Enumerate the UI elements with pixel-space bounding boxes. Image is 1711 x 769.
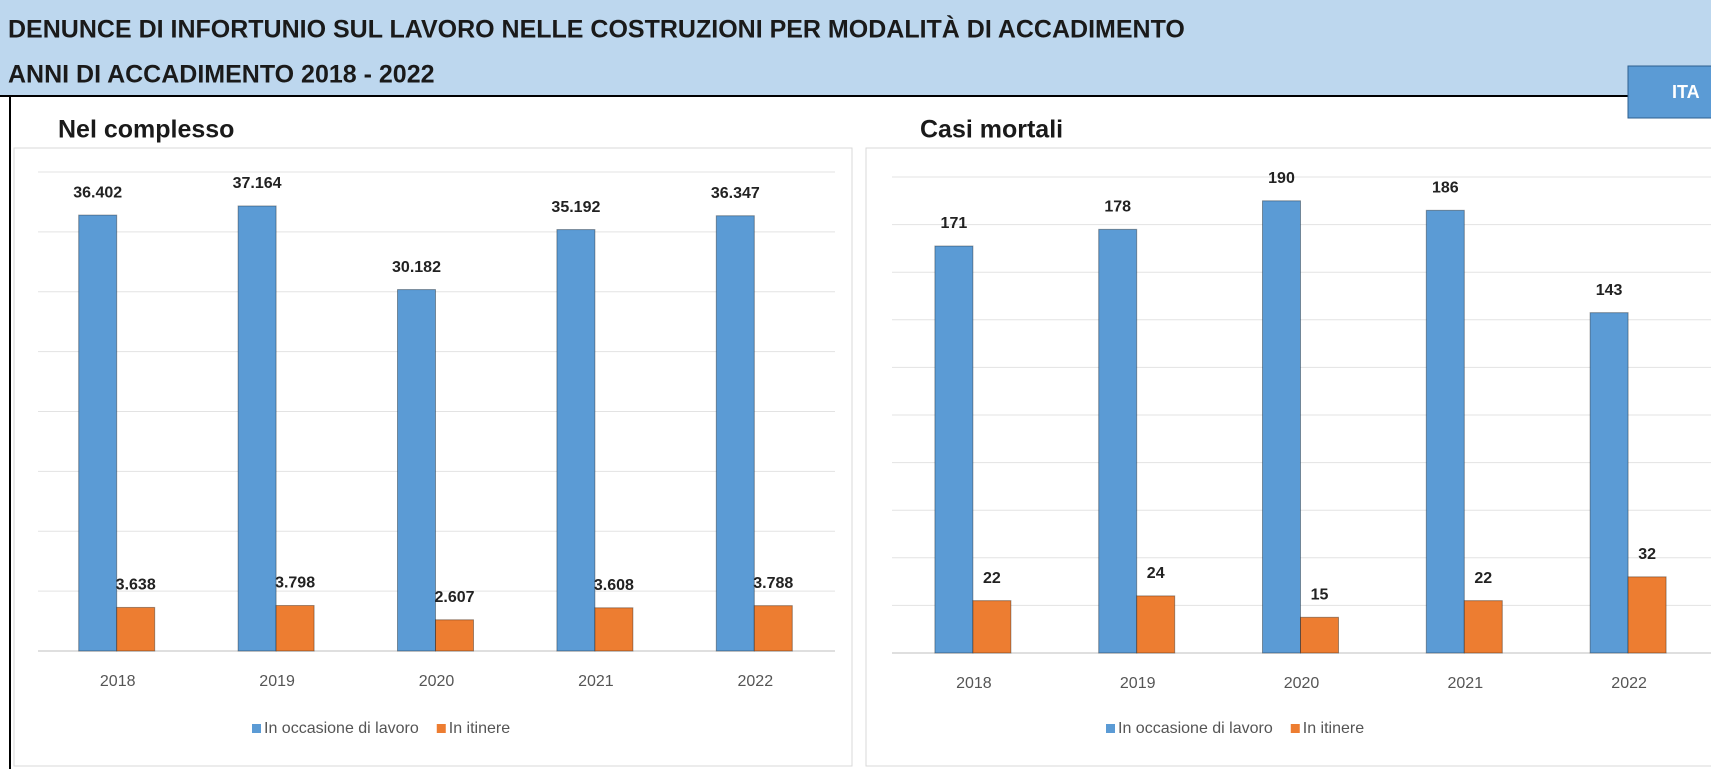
bar [1589,312,1629,654]
x-tick-label: 2020 [419,673,455,690]
legend-label: In itinere [449,720,510,737]
data-label: 36.402 [73,184,122,201]
header-title: DENUNCE DI INFORTUNIO SUL LAVORO NELLE C… [8,15,1185,44]
bar [715,215,755,652]
bar [753,605,793,652]
legend-label: In occasione di lavoro [264,720,419,737]
bar [435,619,474,652]
bar [275,605,315,652]
data-label: 22 [983,570,1001,587]
data-label: 32 [1638,546,1656,563]
data-label: 37.164 [233,175,282,192]
legend-swatch [1290,724,1300,733]
header-subtitle: ANNI DI ACCADIMENTO 2018 - 2022 [8,61,435,89]
bar [1425,209,1465,654]
data-label: 22 [1474,570,1492,587]
chart-title: Casi mortali [920,116,1063,144]
legend-swatch [436,724,446,733]
chart-title: Nel complesso [58,116,234,144]
header-band [0,0,1711,96]
bar [1627,576,1667,654]
data-label: 3.638 [116,577,156,594]
bar [1300,616,1339,654]
x-tick-label: 2019 [259,673,295,690]
data-label: 35.192 [551,199,600,216]
legend-label: In itinere [1303,720,1364,737]
panel [13,147,853,767]
data-label: 178 [1104,199,1131,216]
data-label: 36.347 [711,185,760,202]
data-label: 3.788 [753,575,793,592]
bar [934,245,974,654]
legend-swatch [252,724,261,733]
data-label: 186 [1432,180,1459,197]
bar [1098,228,1138,654]
data-label: 30.182 [392,259,441,276]
data-label: 171 [941,215,968,232]
bar [397,289,436,652]
bar [1136,595,1176,654]
lang-button-label[interactable]: ITA [1672,82,1700,102]
bar [78,214,118,652]
data-label: 190 [1268,170,1295,187]
data-label: 2.607 [434,589,474,606]
data-label: 15 [1311,587,1329,604]
legend-label: In occasione di lavoro [1118,720,1273,737]
x-tick-label: 2019 [1120,675,1156,692]
bar [237,205,277,652]
bar [556,229,596,652]
bar [116,606,156,652]
x-tick-label: 2022 [1611,675,1647,692]
x-tick-label: 2020 [1284,675,1320,692]
data-label: 24 [1147,565,1165,582]
data-label: 3.608 [594,577,634,594]
x-tick-label: 2021 [578,673,614,690]
x-tick-label: 2018 [956,675,992,692]
x-tick-label: 2018 [100,673,136,690]
bar [1262,200,1301,654]
bar [972,600,1012,654]
x-tick-label: 2022 [738,673,774,690]
bar [594,607,634,652]
data-label: 3.798 [275,575,315,592]
x-tick-label: 2021 [1448,675,1484,692]
lang-button[interactable] [1627,65,1711,119]
bar [1463,600,1503,654]
data-label: 143 [1596,282,1623,299]
legend-swatch [1106,724,1115,733]
panel [865,147,1711,767]
